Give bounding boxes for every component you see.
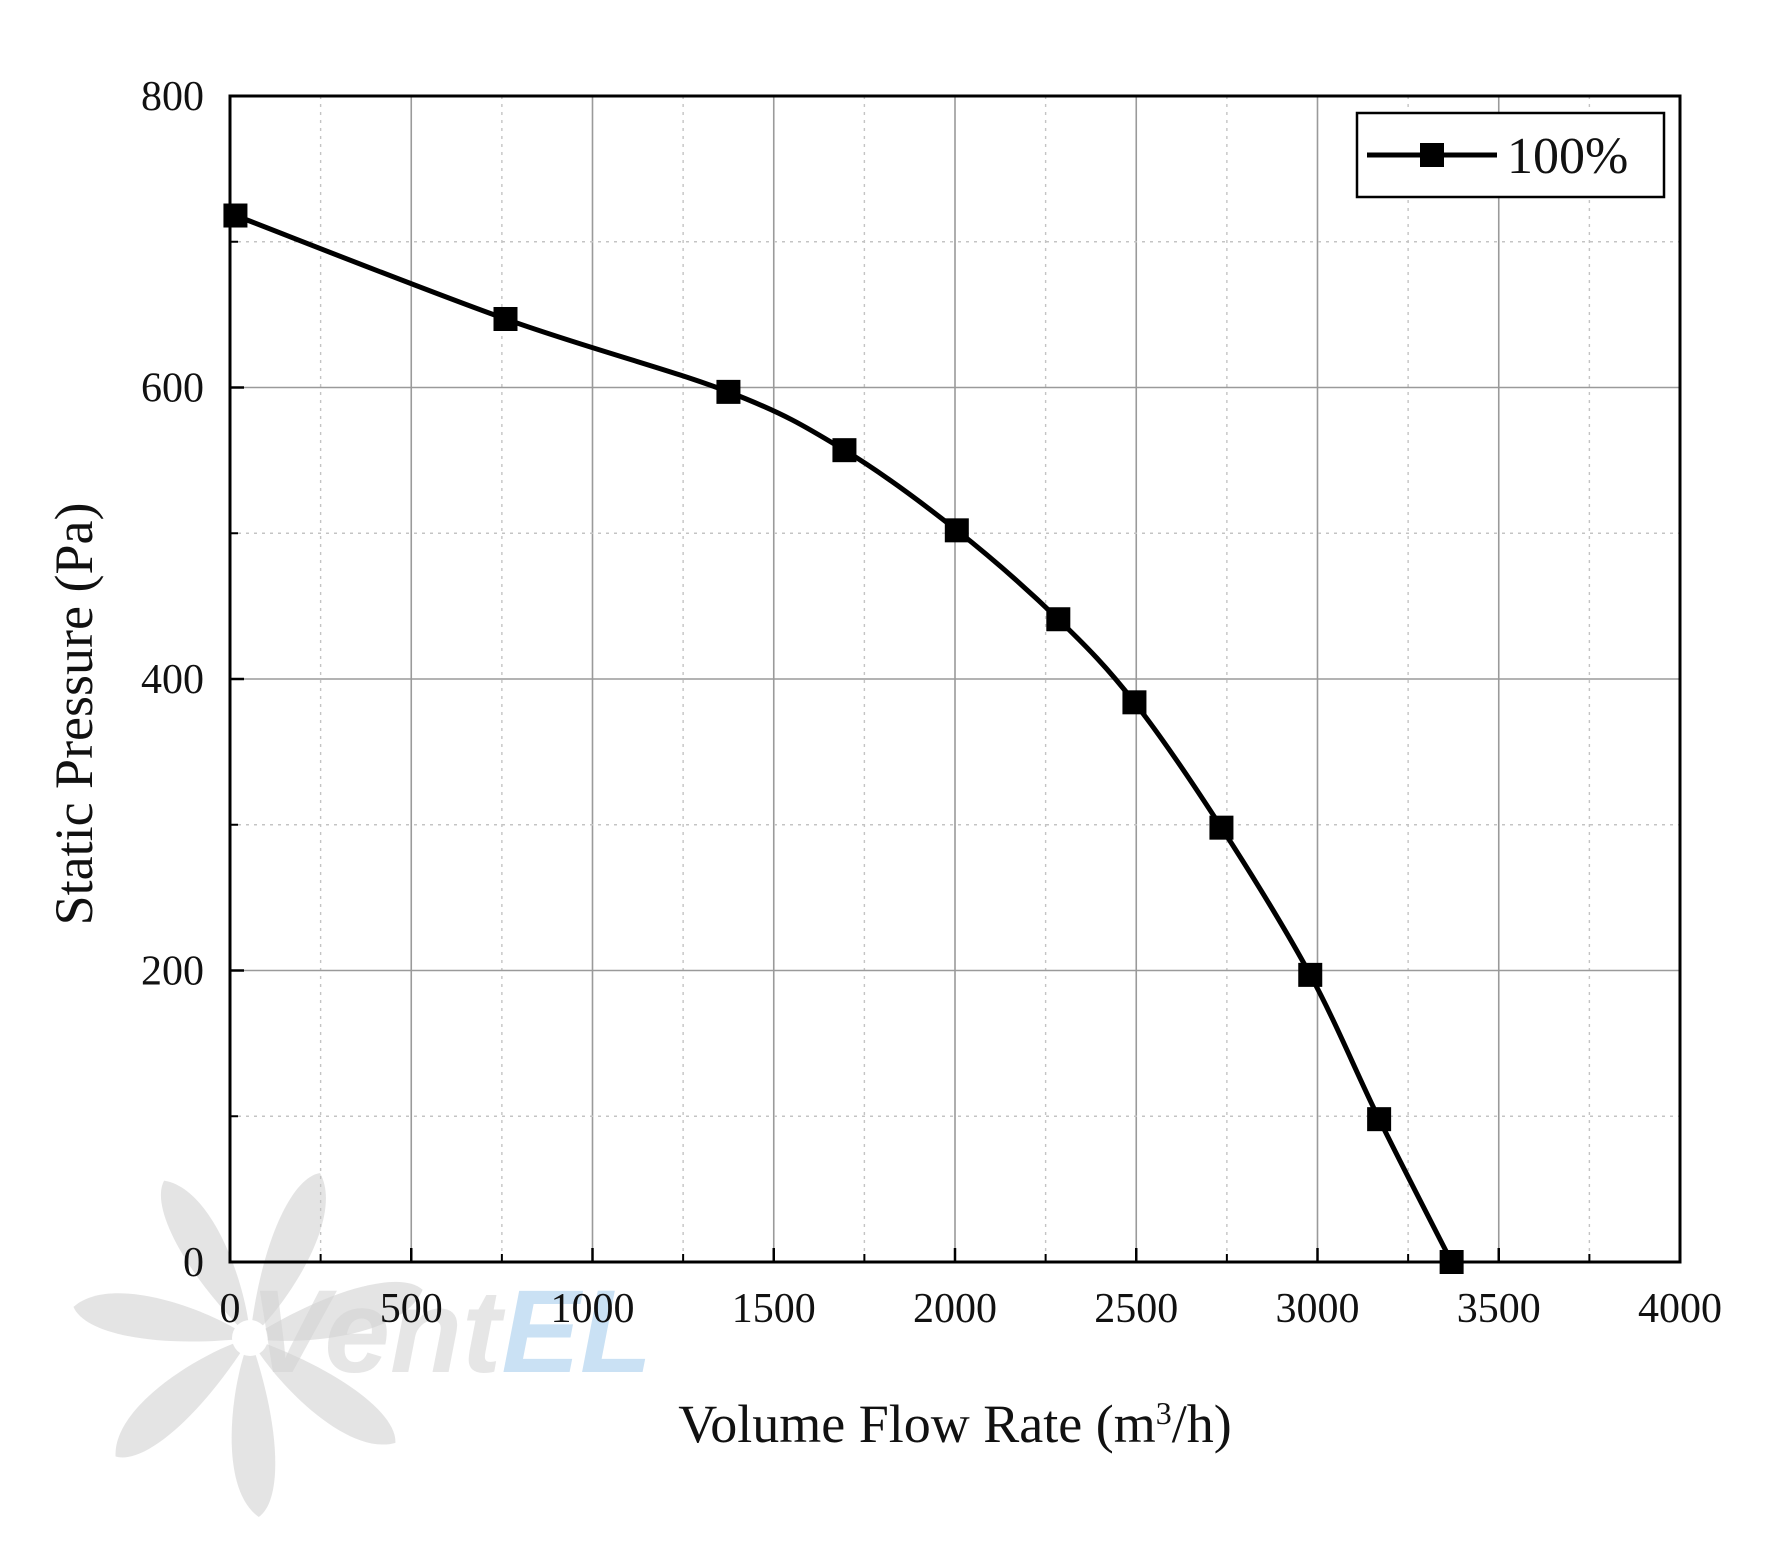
x-tick-label: 500 [380, 1286, 443, 1332]
data-point-marker [944, 518, 969, 543]
data-point-marker [1298, 962, 1323, 987]
fan-logo-icon [73, 1173, 423, 1518]
watermark-wordmark: VentEL [250, 1266, 652, 1398]
watermark-text-part-2: EL [501, 1266, 652, 1398]
x-tick-label: 1500 [732, 1286, 816, 1332]
x-axis-title: Volume Flow Rate (m3/h) [678, 1394, 1231, 1454]
data-point-marker [1046, 607, 1071, 632]
y-tick-label: 200 [141, 949, 204, 995]
data-point-marker [832, 438, 857, 463]
x-tick-label: 4000 [1638, 1286, 1722, 1332]
legend-label: 100% [1507, 128, 1628, 185]
data-point-marker [1122, 690, 1147, 715]
x-tick-label: 3000 [1276, 1286, 1360, 1332]
fan-blade [250, 1338, 396, 1445]
x-tick-label: 0 [220, 1286, 241, 1332]
fan-blade [160, 1180, 250, 1338]
fan-blade [231, 1338, 276, 1518]
y-tick-label: 400 [141, 657, 204, 703]
fan-blade [73, 1293, 250, 1342]
axis-ticks: 0 500 1000 1500 2000 2500 3000 3500 4000 0 200 400 6… [141, 74, 1722, 1332]
y-axis-title: Static Pressure (Pa) [44, 503, 104, 926]
fan-blade [250, 1173, 326, 1338]
x-axis-title-tail: /h) [1172, 1394, 1232, 1454]
series-layer [223, 203, 1464, 1274]
data-point-marker [1439, 1250, 1464, 1274]
x-tick-label: 2500 [1094, 1286, 1178, 1332]
grid [230, 96, 1680, 1262]
y-tick-label: 0 [183, 1240, 204, 1286]
ventel-watermark: VentEL [73, 1173, 652, 1518]
data-point-marker [1209, 815, 1234, 840]
x-axis-title-superscript: 3 [1156, 1395, 1172, 1431]
legend-marker-sample [1420, 143, 1444, 167]
data-point-marker [223, 203, 248, 228]
data-point-marker [1367, 1107, 1392, 1132]
legend: 100% [1355, 111, 1666, 199]
data-point-marker [493, 306, 518, 331]
fan-hub [232, 1320, 268, 1356]
fan-blade [115, 1338, 250, 1458]
y-tick-label: 600 [141, 366, 204, 412]
data-point-marker [716, 379, 741, 404]
x-tick-label: 2000 [913, 1286, 997, 1332]
x-tick-label: 1000 [551, 1286, 635, 1332]
fan-blade [250, 1281, 423, 1341]
y-tick-label: 800 [141, 74, 204, 120]
x-axis-title-main: Volume Flow Rate (m [678, 1394, 1155, 1454]
series-line [234, 213, 1454, 1264]
watermark-text-part-1: Vent [250, 1266, 506, 1398]
x-tick-label: 3500 [1457, 1286, 1541, 1332]
